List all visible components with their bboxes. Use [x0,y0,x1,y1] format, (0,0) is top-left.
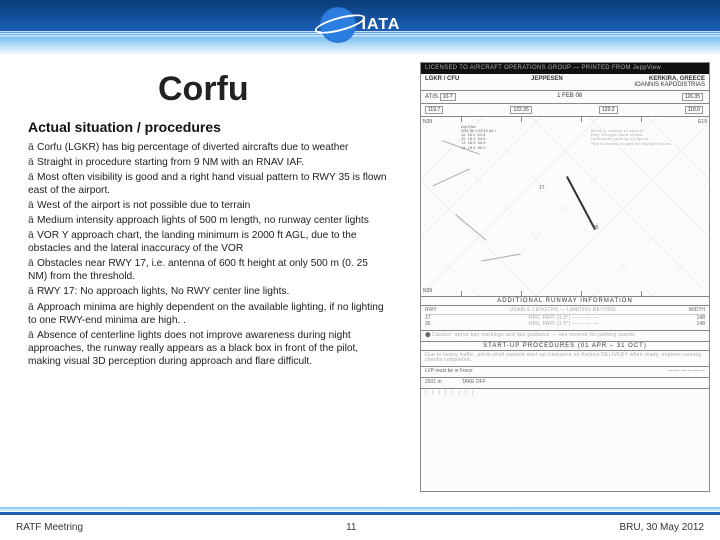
chart-jeppesen: JEPPESEN [531,76,563,88]
bullet-text: Approach minima are highly dependent on … [28,302,384,326]
chart-takeoff: TAKE OFF [462,380,486,386]
bullet-arrow-icon: ä [28,301,37,314]
chart-meta-row: ATIS 10-7 1 FEB 08 126.35 [421,91,709,104]
coord-n-top: N39 [423,119,432,125]
bullet-arrow-icon: ä [28,141,37,154]
chart-lvp: LVP must be in Force [425,369,473,375]
bullet-text: West of the airport is not possible due … [37,200,250,211]
bullet-text: Medium intensity approach lights of 500 … [37,215,369,226]
bullet-arrow-icon: ä [28,229,37,242]
freq-box: 122.35 [510,106,531,114]
chart-len: 2501 m [425,380,442,386]
bullet-arrow-icon: ä [28,171,37,184]
chart-startup-text: Due to heavy traffic, pilots shall reque… [421,351,709,368]
chart-map: N39 N39 E19 17 35 Birds in vicinity of a… [421,117,709,297]
bullet-item: äAbsence of centerline lights does not i… [28,329,388,368]
bullet-item: äCorfu (LGKR) has big percentage of dive… [28,141,388,154]
header-band: IATA [0,0,720,56]
footer-right: BRU, 30 May 2012 [619,522,704,533]
chart-notes: Birds in vicinity of airport.Rwy 35 righ… [591,129,701,147]
bullet-arrow-icon: ä [28,199,37,212]
chart-section-rwy: ADDITIONAL RUNWAY INFORMATION [421,297,709,306]
iata-logo: IATA [315,4,405,46]
freq-box: 120.2 [599,106,618,114]
chart-bottom-1: LVP must be in Force — — — — — — [421,367,709,378]
footer: RATF Meetring 11 BRU, 30 May 2012 [0,512,720,540]
bullet-item: äMedium intensity approach lights of 500… [28,214,388,227]
chart-airport-name: IOANNIS KAPODISTRIAS [634,82,705,88]
bullet-arrow-icon: ä [28,285,37,298]
bullet-item: äRWY 17: No approach lights, No RWY cent… [28,285,388,298]
chart-index: 10-7 [440,93,456,101]
bullet-text: VOR Y approach chart, the landing minimu… [28,230,357,254]
chart-atis-freq: 126.35 [682,93,703,101]
iata-text: IATA [362,16,401,34]
bullet-text: RWY 17: No approach lights, No RWY cente… [37,286,289,297]
chart-caution-block: ⬤ Caution: apron bay markings and taxi g… [421,331,709,342]
bullet-text: Most often visibility is good and a righ… [28,172,387,196]
chart-freq-row: 119.7 122.35 120.2 118.0 [421,104,709,117]
freq-box: 119.7 [425,106,443,114]
bullet-item: äMost often visibility is good and a rig… [28,171,388,197]
bullet-arrow-icon: ä [28,257,37,270]
bullet-item: äStraight in procedure starting from 9 N… [28,156,388,169]
freq-box: 118.0 [685,106,703,114]
bullet-arrow-icon: ä [28,329,37,342]
runway-line [566,176,596,230]
globe-icon [320,7,356,43]
bullet-text: Straight in procedure starting from 9 NM… [37,157,304,168]
footer-page: 11 [346,522,356,533]
chart-bottom-3: | | | | | | | | [421,389,709,399]
coord-n-bot: N39 [423,288,432,294]
chart-section-startup: START-UP PROCEDURES (01 APR – 31 OCT) [421,342,709,351]
bullet-item: äObstacles near RWY 17, i.e. antenna of … [28,257,388,283]
chart-header: LICENSED TO AIRCRAFT OPERATIONS GROUP — … [421,63,709,74]
bullet-text: Absence of centerline lights does not im… [28,330,358,367]
bullet-item: äWest of the airport is not possible due… [28,199,388,212]
rwy-row: 35HIRL PAPI (3.0°) — — — —148 [425,322,705,328]
bullet-item: äVOR Y approach chart, the landing minim… [28,229,388,255]
bullet-item: äApproach minima are highly dependent on… [28,301,388,327]
bullet-list: äCorfu (LGKR) has big percentage of dive… [28,141,388,368]
bullet-arrow-icon: ä [28,156,37,169]
chart-elev-table: Apt ElevN39 36.1 E019 54.711 18.1 54.312… [461,125,497,150]
bullet-text: Corfu (LGKR) has big percentage of diver… [37,142,348,153]
bullet-arrow-icon: ä [28,214,37,227]
chart-airport-code: LGKR / CFU [425,76,459,88]
approach-chart: LICENSED TO AIRCRAFT OPERATIONS GROUP — … [420,62,710,492]
chart-bottom-2: 2501 m TAKE OFF [421,378,709,389]
chart-title-row: LGKR / CFU JEPPESEN KERKIRA, GREECE IOAN… [421,74,709,91]
coord-e-top: E19 [698,119,707,125]
chart-rwy-block: RWYUSABLE LENGTHS — LANDING BEYONDWIDTH … [421,306,709,331]
bullet-text: Obstacles near RWY 17, i.e. antenna of 6… [28,258,368,282]
footer-left: RATF Meetring [16,522,83,533]
chart-date: 1 FEB 08 [557,93,582,101]
